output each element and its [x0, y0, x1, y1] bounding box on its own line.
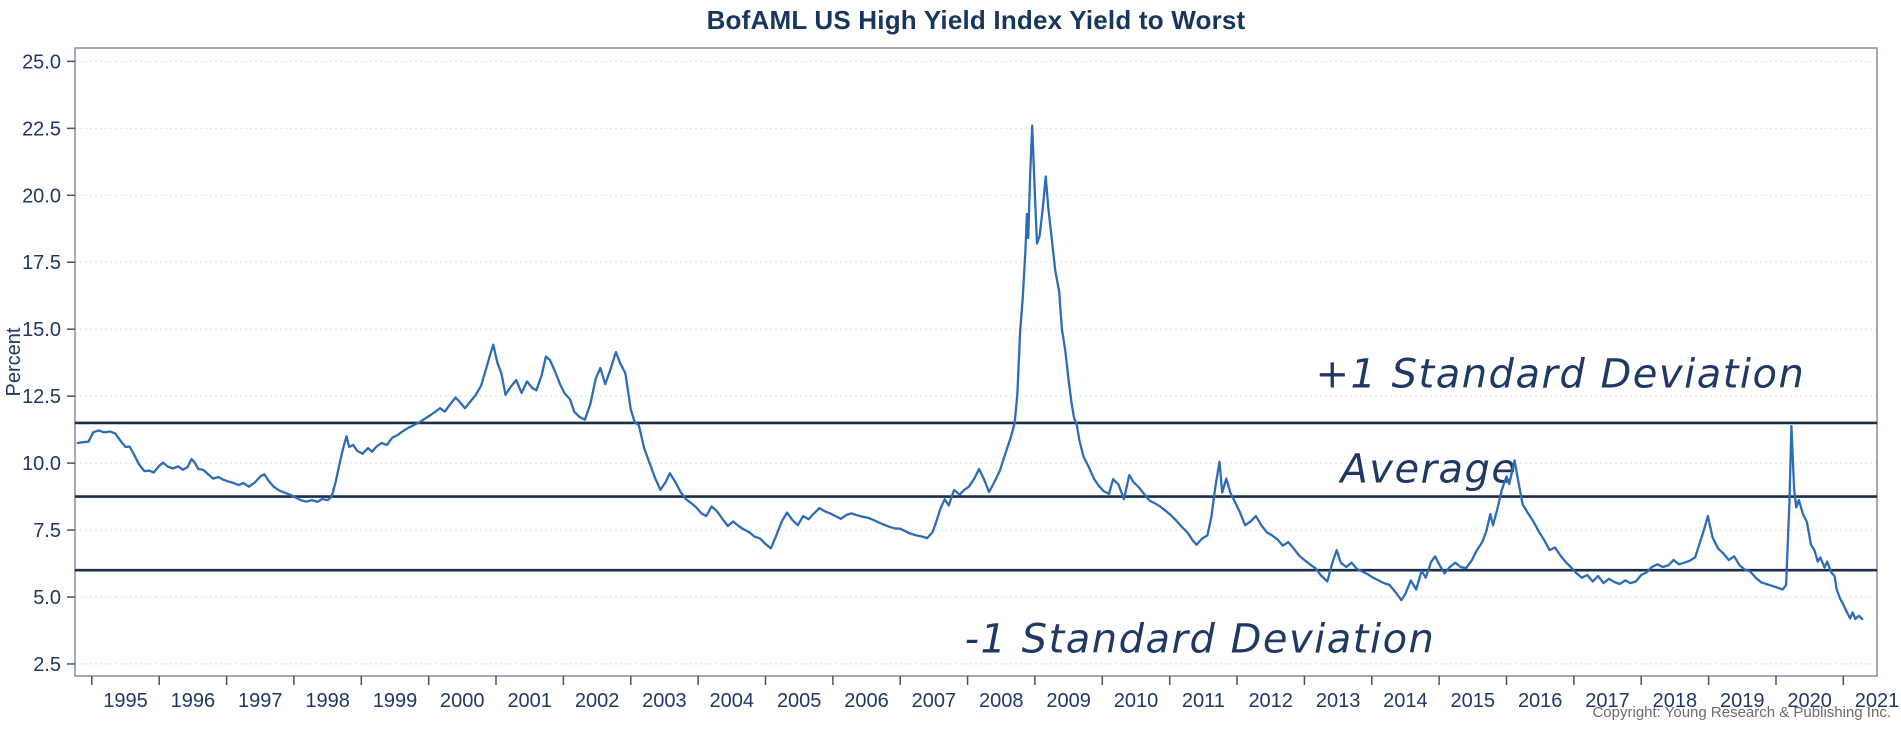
copyright-text: Copyright: Young Research & Publishing I…	[1592, 704, 1891, 721]
y-tick-label: 2.5	[33, 654, 61, 676]
y-tick-label: 12.5	[22, 386, 61, 408]
x-tick-label: 2020	[1787, 690, 1832, 712]
x-tick-label: 2011	[1182, 690, 1225, 712]
x-tick-label: 2008	[979, 690, 1024, 712]
annotation-label: -1 Standard Deviation	[965, 617, 1436, 663]
x-tick-label: 2017	[1585, 690, 1630, 712]
annotation-label: Average	[1337, 447, 1517, 493]
plot-border	[74, 47, 1878, 677]
x-tick-label: 2010	[1114, 690, 1159, 712]
x-tick-label: 2005	[777, 690, 822, 712]
x-tick-label: 1998	[305, 690, 350, 712]
chart-title: BofAML US High Yield Index Yield to Wors…	[706, 5, 1246, 35]
x-tick-label: 2007	[912, 690, 957, 712]
x-tick-label: 2021	[1855, 690, 1900, 712]
y-tick-label: 17.5	[22, 252, 61, 274]
x-tick-label: 1996	[171, 690, 216, 712]
x-tick-label: 1995	[103, 690, 148, 712]
data-line	[76, 124, 1864, 621]
x-tick-label: 2006	[844, 690, 889, 712]
x-tick-label: 2014	[1383, 690, 1428, 712]
chart-plot-area: 2.5 5.0 7.5 10.0 12.5 15.0 17.5 20.0 22.5 25.0 199…	[22, 47, 1900, 712]
x-tick-label: 2002	[575, 690, 620, 712]
x-tick-label: 2000	[440, 690, 485, 712]
x-tick-label: 1999	[373, 690, 418, 712]
x-tick-label: 2003	[642, 690, 687, 712]
x-tick-label: 2012	[1248, 690, 1293, 712]
x-tick-label: 2004	[710, 690, 755, 712]
y-tick-label: 7.5	[33, 520, 61, 542]
y-tick-label: 15.0	[22, 319, 61, 341]
y-tick-label: 22.5	[22, 118, 61, 140]
x-tick-label: 2009	[1046, 690, 1091, 712]
x-tick-label: 1997	[238, 690, 283, 712]
x-tick-label: 2018	[1653, 690, 1698, 712]
y-tick-label: 10.0	[22, 453, 61, 475]
x-tick-label: 2001	[507, 690, 552, 712]
x-tick-label: 2015	[1451, 690, 1496, 712]
y-axis-title: Percent	[3, 327, 25, 396]
x-tick-label: 2013	[1316, 690, 1361, 712]
annotation-label: +1 Standard Deviation	[1315, 351, 1805, 397]
y-tick-label: 20.0	[22, 185, 61, 207]
y-tick-label: 5.0	[33, 587, 61, 609]
x-tick-label: 2016	[1518, 690, 1563, 712]
y-tick-label: 25.0	[22, 51, 61, 73]
x-tick-label: 2019	[1720, 690, 1765, 712]
